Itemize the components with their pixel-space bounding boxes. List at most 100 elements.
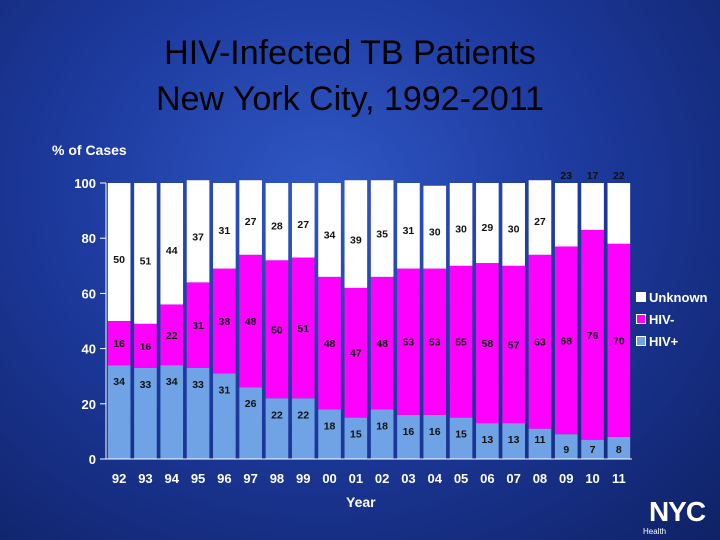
value-label-hiv-negative-97: 48 — [245, 316, 257, 328]
bar-hiv-positive-07 — [502, 423, 525, 459]
legend-label-hiv-positive: HIV+ — [649, 333, 679, 349]
x-tick-label-06: 06 — [480, 471, 494, 486]
bar-hiv-positive-03 — [397, 414, 420, 459]
bar-unknown-96 — [213, 183, 236, 269]
legend-item-unknown: Unknown — [636, 286, 708, 308]
x-tick-label-97: 97 — [243, 471, 257, 486]
y-tick-label-80: 80 — [82, 231, 96, 246]
bar-hiv-positive-99 — [291, 398, 315, 459]
value-label-hiv-negative-06: 58 — [482, 338, 494, 350]
bar-hiv-positive-94 — [160, 365, 184, 459]
bar-hiv-negative-92 — [107, 321, 131, 366]
bar-hiv-negative-04 — [423, 268, 447, 415]
bar-hiv-negative-09 — [554, 246, 578, 435]
bar-hiv-negative-97 — [239, 254, 262, 388]
bar-hiv-positive-09 — [554, 434, 578, 459]
bar-unknown-97 — [239, 180, 262, 255]
legend-label-unknown: Unknown — [649, 289, 708, 305]
bar-unknown-10 — [581, 183, 604, 230]
y-tick-label-20: 20 — [82, 397, 96, 412]
value-label-unknown-07: 30 — [508, 224, 520, 236]
bar-hiv-negative-99 — [291, 257, 315, 399]
value-label-hiv-negative-95: 31 — [192, 320, 204, 332]
nyc-health-logo: NYC Health — [641, 496, 713, 537]
bar-hiv-positive-04 — [423, 414, 447, 459]
bar-hiv-positive-06 — [476, 423, 499, 459]
bar-hiv-negative-05 — [449, 265, 473, 418]
bar-hiv-negative-01 — [344, 287, 368, 418]
bar-unknown-95 — [186, 180, 210, 283]
value-label-hiv-positive-97: 26 — [245, 398, 257, 410]
value-label-unknown-92: 50 — [113, 254, 125, 266]
value-label-hiv-positive-98: 22 — [271, 409, 283, 421]
bar-hiv-negative-06 — [476, 263, 499, 424]
value-label-hiv-negative-02: 48 — [376, 338, 388, 350]
bar-unknown-99 — [291, 183, 315, 258]
value-label-hiv-positive-03: 16 — [403, 426, 415, 438]
value-label-hiv-positive-08: 11 — [534, 434, 545, 446]
bar-hiv-negative-94 — [160, 304, 184, 366]
value-label-hiv-negative-04: 53 — [429, 337, 441, 349]
bar-hiv-negative-95 — [186, 282, 210, 368]
value-label-unknown-06: 29 — [482, 222, 494, 234]
value-label-unknown-94: 44 — [166, 245, 178, 257]
bar-hiv-positive-93 — [134, 367, 157, 459]
bar-hiv-positive-95 — [186, 367, 210, 459]
value-label-hiv-negative-99: 51 — [297, 323, 309, 335]
bar-unknown-06 — [476, 183, 499, 264]
value-label-hiv-negative-09: 68 — [560, 335, 572, 347]
y-tick-label-100: 100 — [74, 176, 96, 191]
bar-hiv-positive-02 — [370, 409, 394, 459]
x-tick-label-05: 05 — [454, 471, 468, 486]
value-label-unknown-99: 27 — [297, 219, 309, 231]
bar-hiv-positive-05 — [449, 417, 473, 459]
x-tick-label-93: 93 — [138, 471, 152, 486]
bar-hiv-negative-98 — [265, 260, 289, 399]
x-tick-label-95: 95 — [191, 471, 205, 486]
legend-swatch-hiv-negative — [636, 314, 646, 324]
value-label-hiv-negative-96: 38 — [219, 316, 231, 328]
x-tick-label-00: 00 — [322, 471, 336, 486]
value-label-hiv-negative-00: 48 — [324, 338, 336, 350]
bar-hiv-negative-96 — [213, 268, 236, 374]
legend-swatch-hiv-positive — [636, 336, 646, 346]
value-label-hiv-negative-98: 50 — [271, 324, 283, 336]
logo-text: NYC — [648, 496, 706, 527]
value-label-hiv-positive-02: 18 — [376, 420, 388, 432]
x-tick-label-10: 10 — [585, 471, 599, 486]
value-label-unknown-97: 27 — [245, 216, 257, 228]
bar-unknown-00 — [318, 183, 341, 277]
bar-unknown-09 — [554, 183, 578, 247]
bar-unknown-11 — [607, 183, 631, 244]
value-label-hiv-negative-94: 22 — [166, 330, 178, 342]
bar-hiv-negative-07 — [502, 265, 525, 424]
value-label-hiv-positive-94: 34 — [166, 376, 178, 388]
value-label-hiv-negative-92: 16 — [113, 338, 125, 350]
bar-unknown-03 — [397, 183, 420, 269]
title-line-2: New York City, 1992-2011 — [155, 80, 545, 118]
bar-unknown-04 — [423, 185, 447, 269]
value-label-unknown-93: 51 — [140, 255, 152, 267]
value-label-hiv-positive-10: 7 — [590, 444, 596, 456]
bar-hiv-negative-08 — [528, 254, 552, 429]
legend-item-hiv-negative: HIV- — [636, 308, 708, 330]
bar-hiv-positive-98 — [265, 398, 289, 459]
value-label-hiv-negative-11: 70 — [613, 335, 625, 347]
x-tick-label-08: 08 — [533, 471, 547, 486]
value-label-hiv-positive-11: 8 — [616, 444, 622, 456]
value-label-hiv-positive-96: 31 — [219, 384, 231, 396]
value-label-hiv-positive-00: 18 — [324, 420, 336, 432]
value-label-unknown-96: 31 — [219, 225, 231, 237]
x-tick-label-11: 11 — [612, 471, 626, 486]
x-tick-label-03: 03 — [401, 471, 415, 486]
bar-hiv-negative-93 — [134, 323, 157, 368]
x-tick-label-04: 04 — [428, 471, 443, 486]
bar-hiv-negative-10 — [581, 229, 604, 440]
bar-unknown-02 — [370, 180, 394, 277]
value-label-unknown-10: 17 — [587, 170, 599, 182]
value-label-hiv-negative-07: 57 — [508, 339, 520, 351]
legend-swatch-unknown — [636, 292, 646, 302]
value-label-hiv-negative-05: 55 — [455, 337, 467, 349]
x-tick-label-92: 92 — [112, 471, 126, 486]
